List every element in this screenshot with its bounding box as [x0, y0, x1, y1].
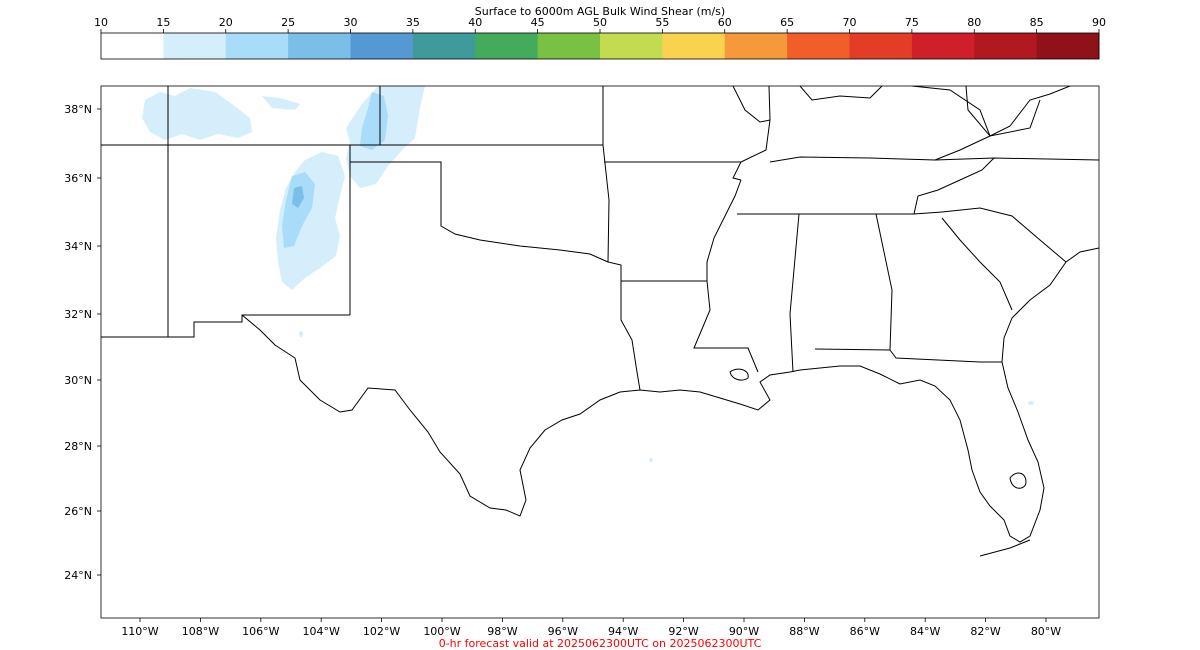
longitude-label: 80°W [1031, 625, 1061, 638]
colorbar-swatch-45-50 [537, 33, 601, 59]
longitude-label: 94°W [608, 625, 638, 638]
latitude-labels: 38°N 36°N 34°N 32°N 30°N 28°N 26°N 24°N [64, 103, 101, 582]
colorbar-swatch-50-55 [600, 33, 663, 59]
colorbar-swatch-15-20 [163, 33, 227, 59]
longitude-label: 86°W [850, 625, 880, 638]
shear-spot-florida [1028, 401, 1034, 405]
latitude-label: 30°N [64, 374, 92, 387]
shear-contour-25-panhandle [360, 92, 388, 150]
colorbar-swatch-70-75 [849, 33, 913, 59]
colorbar-title: Surface to 6000m AGL Bulk Wind Shear (m/… [475, 5, 725, 18]
colorbar-frame [100, 32, 1100, 60]
colorbar: Surface to 6000m AGL Bulk Wind Shear (m/… [94, 5, 1106, 60]
longitude-label: 96°W [548, 625, 578, 638]
colorbar-swatch-85-90 [1036, 33, 1100, 59]
longitude-label: 108°W [182, 625, 219, 638]
longitude-label: 92°W [668, 625, 698, 638]
colorbar-swatch-30-35 [350, 33, 414, 59]
colorbar-swatch-10-15 [101, 33, 164, 59]
latitude-label: 36°N [64, 172, 92, 185]
longitude-label: 102°W [363, 625, 400, 638]
colorbar-swatch-25-30 [288, 33, 351, 59]
colorbar-swatches [101, 33, 1100, 59]
longitude-label: 100°W [423, 625, 460, 638]
coastline [241, 247, 1099, 557]
colorbar-tick-label: 85 [1030, 16, 1044, 29]
colorbar-swatch-35-40 [412, 33, 476, 59]
colorbar-ticks: 10 15 20 25 30 35 40 45 50 55 60 65 70 75 80 85 90 [94, 16, 1106, 33]
colorbar-tick-label: 65 [780, 16, 794, 29]
latitude-label: 26°N [64, 505, 92, 518]
latitude-label: 34°N [64, 240, 92, 253]
longitude-label: 106°W [242, 625, 279, 638]
latitude-label: 38°N [64, 103, 92, 116]
longitude-label: 88°W [789, 625, 819, 638]
colorbar-tick-label: 80 [967, 16, 981, 29]
colorbar-tick-label: 90 [1092, 16, 1106, 29]
colorbar-tick-label: 20 [219, 16, 233, 29]
colorbar-tick-label: 15 [156, 16, 170, 29]
colorbar-swatch-75-80 [911, 33, 975, 59]
latitude-label: 32°N [64, 308, 92, 321]
longitude-labels: 110°W 108°W 106°W 104°W 102°W 100°W 98°W 96°W 94… [121, 618, 1061, 638]
colorbar-swatch-80-85 [974, 33, 1038, 59]
colorbar-tick-label: 60 [718, 16, 732, 29]
colorbar-swatch-40-45 [475, 33, 539, 59]
colorbar-swatch-65-70 [787, 33, 850, 59]
shear-contour-25-nm [282, 172, 315, 248]
longitude-label: 82°W [970, 625, 1000, 638]
colorbar-swatch-60-65 [724, 33, 788, 59]
shear-contour-20-panhandle [346, 86, 425, 188]
latitude-label: 24°N [64, 569, 92, 582]
colorbar-tick-label: 10 [94, 16, 108, 29]
colorbar-tick-label: 35 [406, 16, 420, 29]
map-panel: 38°N 36°N 34°N 32°N 30°N 28°N 26°N 24°N 110°W 10… [64, 85, 1100, 638]
colorbar-tick-label: 40 [468, 16, 482, 29]
forecast-caption: 0-hr forecast valid at 2025062300UTC on … [439, 637, 762, 650]
wind-shear-shading [142, 86, 1034, 462]
longitude-label: 84°W [910, 625, 940, 638]
shear-contour-20-north [262, 96, 300, 110]
longitude-label: 104°W [303, 625, 340, 638]
colorbar-swatch-20-25 [225, 33, 289, 59]
shear-spot-gulf [649, 458, 653, 462]
colorbar-tick-label: 55 [655, 16, 669, 29]
shear-spot-texas [299, 331, 303, 337]
state-borders [101, 86, 1099, 391]
shear-contour-30-nm [292, 186, 304, 208]
colorbar-tick-label: 45 [531, 16, 545, 29]
colorbar-tick-label: 75 [905, 16, 919, 29]
map-frame [100, 85, 1100, 619]
colorbar-tick-label: 30 [344, 16, 358, 29]
colorbar-swatch-55-60 [662, 33, 726, 59]
latitude-label: 28°N [64, 440, 92, 453]
longitude-label: 98°W [487, 625, 517, 638]
longitude-label: 90°W [729, 625, 759, 638]
colorbar-tick-label: 50 [593, 16, 607, 29]
shear-contour-20-kansas [142, 88, 252, 140]
colorbar-tick-label: 25 [281, 16, 295, 29]
longitude-label: 110°W [121, 625, 158, 638]
colorbar-tick-label: 70 [843, 16, 857, 29]
